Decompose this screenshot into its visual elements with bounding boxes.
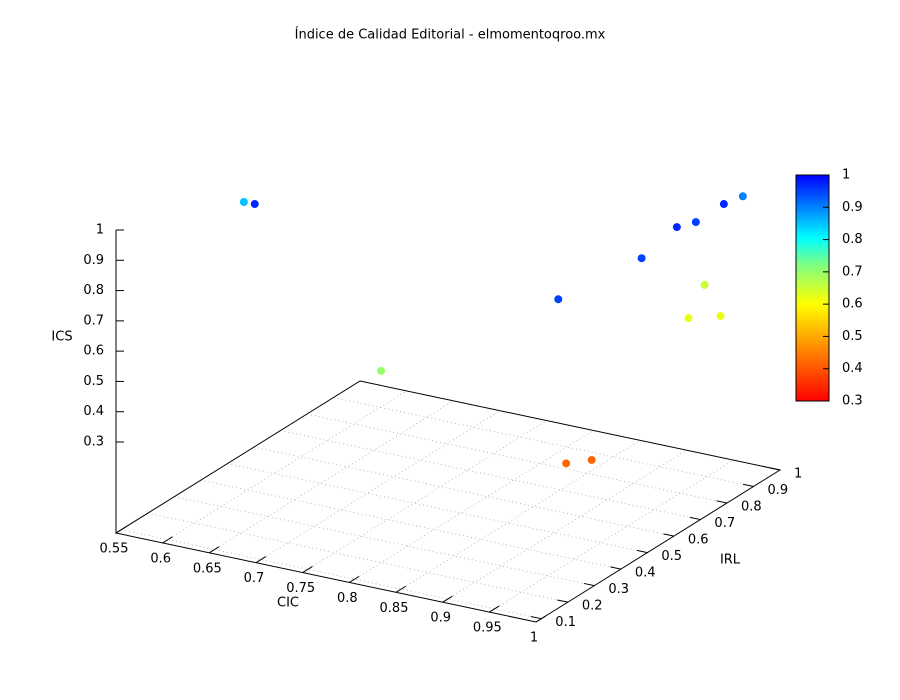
point	[587, 455, 596, 464]
point	[250, 200, 259, 209]
z-tick-label: 0.4	[83, 404, 104, 419]
y-tick	[636, 549, 648, 554]
z-tick-label: 0.5	[83, 374, 104, 389]
point	[554, 295, 563, 304]
x-axis-label: CIC	[277, 596, 299, 611]
grid-line	[253, 446, 674, 537]
point	[239, 198, 248, 207]
y-tick-label: 1	[794, 467, 802, 482]
chart-title: Índice de Calidad Editorial - elmomentoq…	[295, 27, 606, 43]
point	[377, 366, 386, 375]
point	[691, 218, 700, 227]
y-tick-label: 0.7	[714, 516, 735, 531]
grid-line	[227, 463, 648, 554]
y-tick	[583, 582, 595, 587]
x-tick	[442, 595, 453, 603]
y-tick	[716, 500, 728, 504]
x-tick-label: 0.75	[286, 581, 315, 596]
x-tick-label: 0.8	[337, 591, 358, 606]
y-tick	[663, 533, 675, 537]
x-tick-label: 0.85	[380, 601, 409, 616]
x-tick	[349, 575, 360, 583]
z-tick-label: 1	[96, 223, 104, 238]
z-axis-label: ICS	[51, 330, 72, 345]
point	[700, 280, 709, 289]
y-tick-label: 0.4	[635, 566, 656, 581]
x-tick-label: 0.95	[473, 621, 502, 636]
grid-line	[174, 496, 595, 587]
colorbar-tick-label: 0.8	[842, 232, 863, 247]
colorbar-tick-label: 0.5	[842, 329, 863, 344]
x-tick	[489, 605, 500, 613]
x-tick-label: 0.65	[193, 561, 222, 576]
y-axis-label: IRL	[720, 553, 741, 568]
colorbar-tick-label: 0.3	[842, 394, 863, 409]
point	[719, 200, 728, 209]
x-tick	[255, 556, 267, 564]
z-tick-label: 0.8	[83, 283, 104, 298]
y-tick	[742, 483, 754, 488]
grid-line	[306, 413, 728, 504]
y-tick	[610, 566, 621, 570]
grid-line	[200, 479, 621, 570]
z-tick-label: 0.9	[83, 253, 104, 268]
point	[716, 311, 725, 320]
y-tick-label: 0.5	[661, 549, 682, 564]
y-tick-label: 0.8	[741, 500, 762, 515]
y-tick	[530, 615, 542, 620]
y-tick-label: 0.1	[555, 615, 576, 630]
y-tick-label: 0.2	[582, 599, 603, 614]
colorbar-tick-label: 0.7	[842, 264, 863, 279]
x-tick	[209, 546, 220, 554]
point	[672, 223, 681, 232]
x-tick	[302, 566, 313, 573]
point	[562, 459, 571, 468]
point	[684, 314, 693, 323]
colorbar-tick-label: 0.6	[842, 297, 863, 312]
x-tick-label: 1	[530, 631, 538, 646]
grid-line	[349, 430, 594, 583]
z-tick-label: 0.3	[83, 435, 104, 450]
colorbar-tick-label: 0.4	[842, 361, 863, 376]
colorbar-tick-label: 1	[842, 168, 850, 183]
y-tick-label: 0.6	[688, 533, 709, 548]
colorbar-tick-label: 0.9	[842, 200, 863, 215]
grid-line	[333, 397, 754, 487]
base-plane	[114, 380, 782, 623]
y-tick	[557, 599, 568, 603]
x-tick-label: 0.6	[150, 551, 171, 566]
y-tick-label: 0.9	[767, 483, 788, 498]
x-tick	[162, 536, 173, 544]
x-tick	[395, 585, 407, 593]
point	[637, 254, 646, 263]
colorbar	[795, 174, 830, 402]
x-tick-label: 0.9	[430, 611, 451, 626]
z-tick-label: 0.6	[83, 344, 104, 359]
grid-line	[280, 430, 701, 520]
grid-line	[121, 529, 542, 620]
grid-line	[395, 439, 641, 593]
z-tick-label: 0.7	[83, 313, 104, 328]
x-tick-label: 0.55	[100, 542, 129, 557]
x-tick-label: 0.7	[244, 571, 265, 586]
grid-line	[147, 512, 568, 603]
point	[738, 192, 747, 201]
y-tick-label: 0.3	[608, 582, 629, 597]
y-tick	[689, 516, 701, 521]
